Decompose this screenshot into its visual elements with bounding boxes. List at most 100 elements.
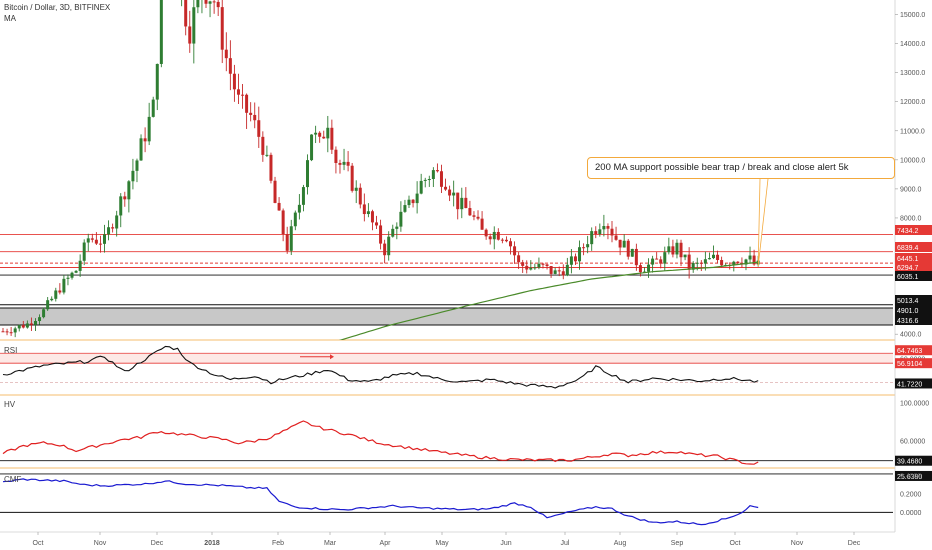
candle-down [249, 112, 253, 115]
price-level-tag: 6839.4 [897, 245, 919, 252]
candle-down [241, 94, 245, 96]
candle-up [395, 226, 399, 229]
candle-down [281, 210, 285, 235]
candle-up [647, 264, 651, 272]
candle-up [159, 0, 163, 64]
rsi-level-tag-bg [895, 358, 932, 369]
candle-down [573, 256, 577, 262]
candle-up [407, 199, 411, 206]
candle-up [586, 244, 590, 248]
candle-down [269, 154, 273, 181]
candle-up [590, 231, 594, 245]
candle-down [679, 242, 683, 258]
candle-up [529, 267, 533, 270]
candle-up [578, 247, 582, 262]
price-tick-label: 4000.0 [900, 332, 922, 339]
candle-down [334, 149, 338, 163]
annotation-callout[interactable]: 200 MA support possible bear trap / brea… [587, 157, 895, 179]
candle-up [196, 0, 200, 8]
candle-down [90, 238, 94, 240]
candle-down [253, 114, 257, 121]
candle-up [139, 138, 143, 161]
candle-down [5, 331, 9, 333]
candle-down [232, 73, 236, 90]
candle-down [545, 264, 549, 267]
candle-down [1, 331, 5, 333]
candle-up [147, 116, 151, 142]
candle-up [431, 170, 435, 180]
time-tick-label: 2018 [204, 540, 220, 547]
hv-tick-label: 100.0000 [900, 400, 929, 407]
candle-up [38, 317, 42, 322]
rsi-label: RSI [4, 346, 18, 355]
candle-up [391, 228, 395, 237]
candle-down [143, 138, 147, 142]
price-level-tag-bg [895, 225, 932, 235]
rsi-line [2, 345, 759, 389]
price-level-tag: 4316.6 [897, 318, 919, 325]
candles [1, 0, 760, 338]
candle-down [517, 255, 521, 263]
cmf-tick-label: 0.0000 [900, 510, 922, 517]
candle-down [484, 229, 488, 237]
candle-up [46, 300, 50, 310]
candle-down [699, 262, 703, 264]
time-tick-label: Oct [730, 540, 741, 547]
rsi-level-tag-bg [895, 378, 932, 389]
candle-down [261, 136, 265, 155]
candle-up [155, 63, 159, 100]
candle-up [667, 246, 671, 253]
candle-up [565, 264, 569, 276]
candle-up [208, 1, 212, 4]
candle-up [707, 258, 711, 260]
candle-down [488, 236, 492, 240]
candle-up [310, 134, 314, 161]
candle-down [330, 127, 334, 150]
candle-down [236, 89, 240, 95]
time-tick-label: Nov [791, 540, 804, 547]
candle-up [131, 170, 135, 182]
candle-up [293, 212, 297, 227]
candle-down [456, 192, 460, 210]
candle-down [318, 132, 322, 137]
candle-up [569, 256, 573, 265]
price-level-tag: 5013.4 [897, 298, 919, 305]
price-level-tag: 7434.2 [897, 228, 919, 235]
candle-up [622, 240, 626, 248]
candle-down [634, 248, 638, 266]
rsi-band [0, 353, 893, 364]
cmf-line [2, 478, 759, 526]
candle-down [618, 239, 622, 248]
time-tick-label: Dec [151, 540, 164, 547]
candle-down [448, 189, 452, 196]
candle-up [598, 229, 602, 235]
candle-up [289, 226, 293, 251]
candle-down [496, 231, 500, 240]
candle-up [297, 204, 301, 213]
candle-up [50, 298, 54, 301]
price-tick-label: 15000.0 [900, 12, 925, 19]
candle-down [346, 161, 350, 166]
price-level-tag-bg [895, 315, 932, 325]
candle-up [17, 325, 21, 329]
candle-down [375, 222, 379, 226]
candle-down [541, 263, 545, 265]
price-tick-label: 8000.0 [900, 215, 922, 222]
candle-up [537, 263, 541, 268]
time-tick-label: May [435, 540, 449, 547]
candle-down [610, 228, 614, 236]
candle-down [736, 261, 740, 263]
price-level-tag: 6445.1 [897, 256, 919, 263]
candle-down [504, 239, 508, 242]
candle-down [98, 243, 102, 245]
rsi-level-tag-bg [895, 345, 932, 356]
candle-up [74, 270, 78, 273]
candle-up [306, 160, 309, 188]
candle-up [712, 254, 715, 259]
candle-up [732, 261, 736, 265]
hv-level-tag-bg [895, 455, 932, 466]
candle-down [9, 332, 13, 334]
price-tick-label: 10000.0 [900, 157, 925, 164]
hv-level-tag-bg [895, 470, 932, 481]
